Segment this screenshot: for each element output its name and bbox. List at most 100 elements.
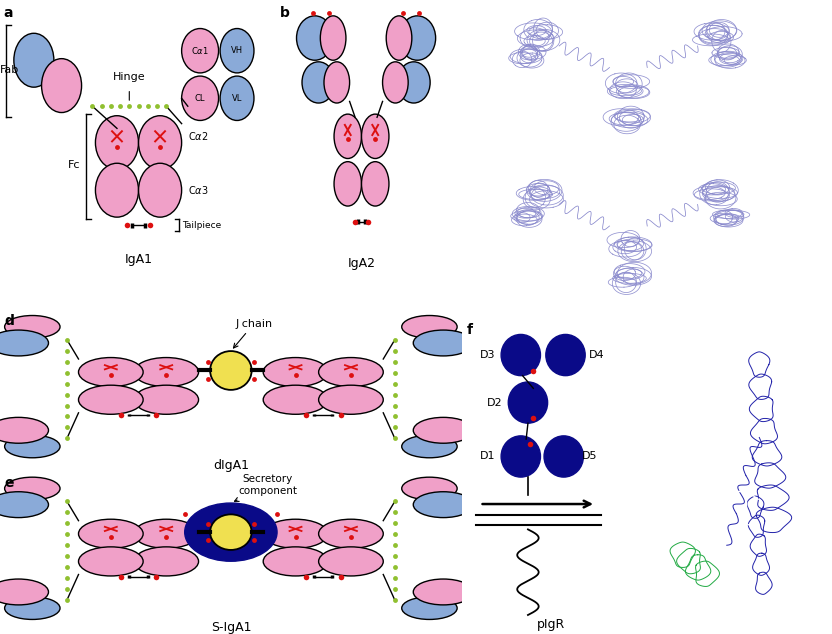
Ellipse shape (42, 59, 82, 113)
Ellipse shape (334, 114, 362, 158)
Text: IgA2: IgA2 (348, 257, 375, 269)
Ellipse shape (220, 76, 254, 120)
Ellipse shape (402, 316, 457, 338)
Ellipse shape (220, 29, 254, 73)
Text: VL: VL (232, 94, 242, 103)
Ellipse shape (210, 514, 251, 550)
Ellipse shape (134, 547, 199, 576)
Ellipse shape (0, 417, 48, 443)
Text: C$\alpha$2: C$\alpha$2 (188, 131, 208, 142)
Text: D1: D1 (480, 451, 496, 462)
Text: Secretory component: Secretory component (687, 619, 785, 628)
Ellipse shape (138, 164, 181, 217)
Ellipse shape (78, 519, 143, 548)
Text: VH: VH (231, 46, 243, 55)
Text: C$\alpha$1: C$\alpha$1 (191, 45, 209, 56)
Text: Fc: Fc (67, 160, 80, 170)
Text: g: g (648, 327, 658, 340)
Text: D2: D2 (723, 398, 737, 408)
Ellipse shape (0, 579, 48, 605)
Ellipse shape (134, 519, 199, 548)
Text: IgA1: IgA1 (728, 95, 756, 108)
Ellipse shape (0, 492, 48, 517)
Text: D2: D2 (488, 398, 503, 408)
Text: C$\alpha$3: C$\alpha$3 (188, 184, 208, 196)
Ellipse shape (414, 417, 473, 443)
Text: D3: D3 (480, 350, 496, 360)
Ellipse shape (501, 334, 541, 375)
Ellipse shape (320, 16, 346, 60)
Ellipse shape (397, 62, 430, 103)
Text: CL: CL (195, 94, 206, 103)
Ellipse shape (78, 358, 143, 387)
Ellipse shape (78, 547, 143, 576)
Ellipse shape (263, 547, 328, 576)
Text: Fab: Fab (0, 65, 19, 75)
Ellipse shape (402, 477, 457, 500)
Ellipse shape (134, 358, 199, 387)
Text: c: c (473, 10, 481, 23)
Text: D5: D5 (582, 451, 597, 462)
Text: d: d (5, 314, 14, 328)
Ellipse shape (0, 330, 48, 356)
Ellipse shape (96, 164, 138, 217)
Text: a: a (3, 6, 12, 20)
Ellipse shape (296, 16, 333, 60)
Ellipse shape (399, 16, 436, 60)
Ellipse shape (414, 492, 473, 517)
Text: dIgA1: dIgA1 (213, 460, 249, 472)
Text: Tailpiece: Tailpiece (181, 221, 220, 230)
Ellipse shape (508, 382, 547, 424)
Ellipse shape (78, 385, 143, 414)
Ellipse shape (302, 62, 335, 103)
Ellipse shape (319, 547, 384, 576)
Text: b: b (280, 6, 290, 20)
Ellipse shape (5, 477, 60, 500)
Text: J chain: J chain (234, 319, 273, 348)
Ellipse shape (501, 436, 541, 477)
Ellipse shape (362, 162, 389, 206)
Ellipse shape (5, 597, 60, 619)
Bar (646, 491, 746, 612)
Text: Secretory
component: Secretory component (235, 474, 297, 501)
Ellipse shape (402, 435, 457, 458)
Ellipse shape (210, 351, 251, 390)
Ellipse shape (414, 579, 473, 605)
Ellipse shape (263, 519, 328, 548)
Text: S-IgA1: S-IgA1 (210, 621, 251, 634)
Ellipse shape (263, 358, 328, 387)
Text: D1: D1 (750, 489, 765, 500)
Ellipse shape (134, 385, 199, 414)
Ellipse shape (181, 29, 219, 73)
Text: D4: D4 (800, 375, 814, 385)
Ellipse shape (138, 115, 181, 169)
Text: IgA1: IgA1 (125, 254, 152, 266)
Text: D5: D5 (800, 451, 814, 462)
Text: Hinge: Hinge (113, 72, 146, 82)
Ellipse shape (96, 115, 138, 169)
Ellipse shape (386, 16, 412, 60)
Ellipse shape (362, 114, 389, 158)
Ellipse shape (324, 62, 349, 103)
Ellipse shape (383, 62, 409, 103)
Ellipse shape (319, 358, 384, 387)
Ellipse shape (546, 334, 585, 375)
Ellipse shape (263, 385, 328, 414)
Ellipse shape (319, 519, 384, 548)
Ellipse shape (319, 385, 384, 414)
Ellipse shape (5, 316, 60, 338)
Ellipse shape (334, 162, 362, 206)
Ellipse shape (14, 33, 54, 87)
Ellipse shape (181, 76, 219, 120)
Ellipse shape (185, 503, 277, 561)
Text: pIgR: pIgR (537, 618, 565, 631)
Text: D4: D4 (589, 350, 604, 360)
Text: IgA2: IgA2 (728, 241, 756, 254)
Ellipse shape (402, 597, 457, 619)
Text: D3: D3 (761, 337, 775, 347)
Text: f: f (467, 323, 473, 337)
Ellipse shape (414, 330, 473, 356)
Ellipse shape (5, 435, 60, 458)
Text: e: e (5, 476, 14, 489)
Ellipse shape (544, 436, 583, 477)
